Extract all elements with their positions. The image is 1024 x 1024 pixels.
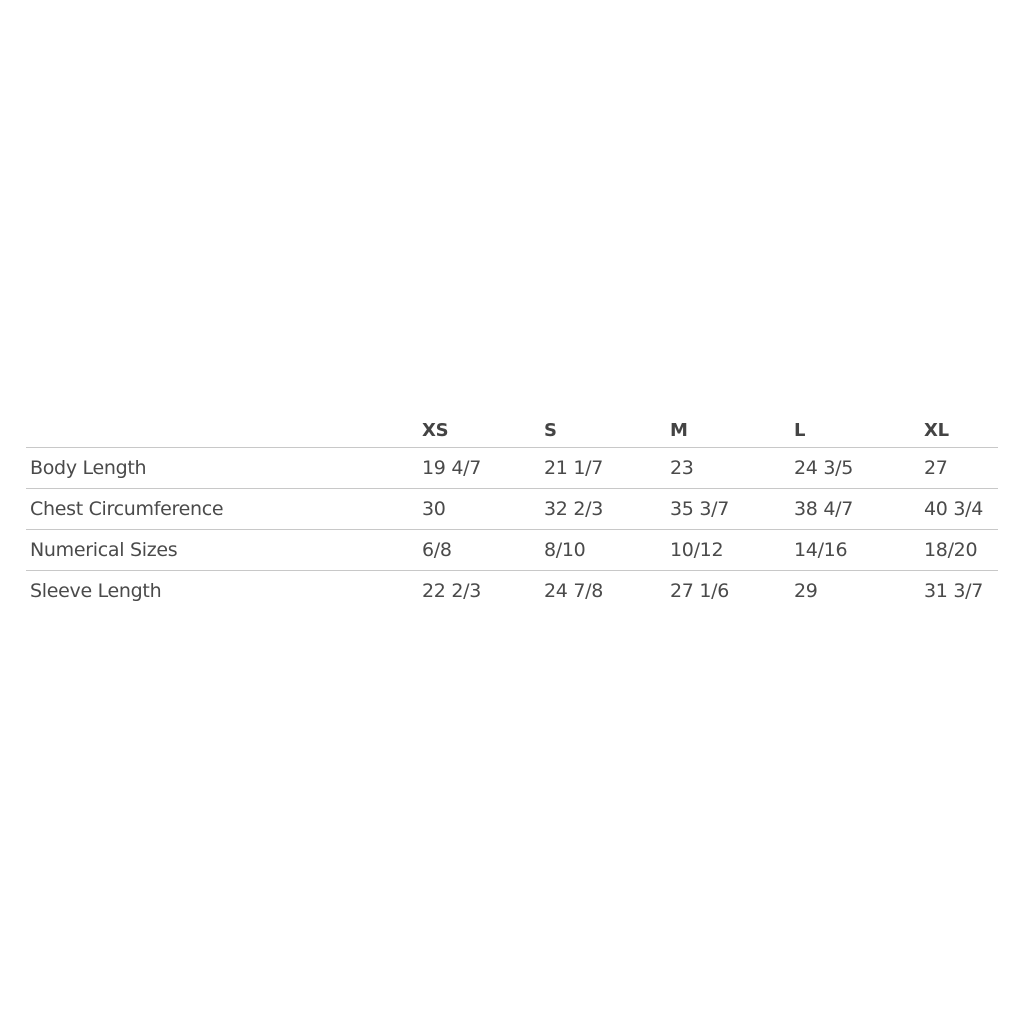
table-row: Chest Circumference 30 32 2/3 35 3/7 38 … (26, 488, 998, 529)
table-cell: 6/8 (422, 539, 452, 561)
table-cell: 30 (422, 498, 446, 520)
table-cell: 40 3/4 (924, 498, 983, 520)
table-row: Body Length 19 4/7 21 1/7 23 24 3/5 27 (26, 447, 998, 488)
table-cell: 38 4/7 (794, 498, 853, 520)
table-cell: 23 (670, 457, 694, 479)
table-cell: 19 4/7 (422, 457, 481, 479)
table-cell: 32 2/3 (544, 498, 603, 520)
header-s: S (544, 420, 557, 441)
row-label: Sleeve Length (30, 580, 162, 602)
table-cell: 29 (794, 580, 818, 602)
table-cell: 35 3/7 (670, 498, 729, 520)
header-l: L (794, 420, 806, 441)
table-cell: 8/10 (544, 539, 586, 561)
header-xl: XL (924, 420, 949, 441)
table-row: Sleeve Length 22 2/3 24 7/8 27 1/6 29 31… (26, 570, 998, 611)
table-cell: 24 3/5 (794, 457, 853, 479)
table-cell: 18/20 (924, 539, 978, 561)
size-chart-table: XS S M L XL Body Length 19 4/7 21 1/7 23… (26, 411, 998, 611)
row-label: Chest Circumference (30, 498, 224, 520)
row-label: Body Length (30, 457, 147, 479)
table-cell: 24 7/8 (544, 580, 603, 602)
table-cell: 22 2/3 (422, 580, 481, 602)
table-cell: 31 3/7 (924, 580, 983, 602)
table-cell: 27 1/6 (670, 580, 729, 602)
header-m: M (670, 420, 688, 441)
header-xs: XS (422, 420, 449, 441)
table-cell: 27 (924, 457, 948, 479)
table-cell: 10/12 (670, 539, 724, 561)
table-header-row: XS S M L XL (26, 411, 998, 447)
row-label: Numerical Sizes (30, 539, 178, 561)
table-cell: 21 1/7 (544, 457, 603, 479)
table-cell: 14/16 (794, 539, 848, 561)
table-row: Numerical Sizes 6/8 8/10 10/12 14/16 18/… (26, 529, 998, 570)
